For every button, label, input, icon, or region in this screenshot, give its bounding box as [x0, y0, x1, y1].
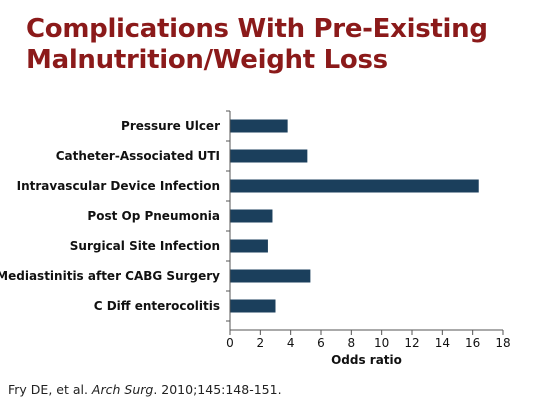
x-tick-label-6: 12 [404, 336, 419, 350]
x-tick-label-4: 8 [348, 336, 356, 350]
citation-details: . 2010;145:148-151. [153, 382, 282, 397]
x-tick-label-2: 4 [287, 336, 295, 350]
bar-0 [230, 119, 288, 133]
x-tick-label-8: 16 [465, 336, 480, 350]
x-tick-label-3: 6 [317, 336, 325, 350]
title-line-1: Complications With Pre-Existing [26, 14, 488, 44]
category-label-6: C Diff enterocolitis [94, 299, 220, 313]
x-tick-label-9: 18 [495, 336, 510, 350]
citation-journal: Arch Surg [91, 382, 154, 397]
bar-3 [230, 209, 273, 223]
x-tick-label-7: 14 [435, 336, 450, 350]
bar-1 [230, 149, 308, 163]
bar-2 [230, 179, 479, 193]
slide-title: Complications With Pre-Existing Malnutri… [26, 14, 526, 76]
bar-4 [230, 239, 268, 253]
bar-6 [230, 299, 276, 313]
x-tick-label-5: 10 [374, 336, 389, 350]
bar-5 [230, 269, 311, 283]
category-label-2: Intravascular Device Infection [17, 179, 220, 193]
x-tick-label-0: 0 [226, 336, 234, 350]
citation: Fry DE, et al. Arch Surg. 2010;145:148-1… [8, 382, 282, 397]
citation-authors: Fry DE, et al. [8, 382, 88, 397]
category-label-4: Surgical Site Infection [70, 239, 220, 253]
category-label-3: Post Op Pneumonia [87, 209, 220, 223]
category-label-1: Catheter-Associated UTI [56, 149, 220, 163]
x-tick-label-1: 2 [257, 336, 265, 350]
title-line-2: Malnutrition/Weight Loss [26, 45, 388, 75]
category-label-0: Pressure Ulcer [121, 119, 220, 133]
x-axis-label: Odds ratio [331, 353, 402, 367]
category-label-5: Mediastinitis after CABG Surgery [0, 269, 220, 283]
